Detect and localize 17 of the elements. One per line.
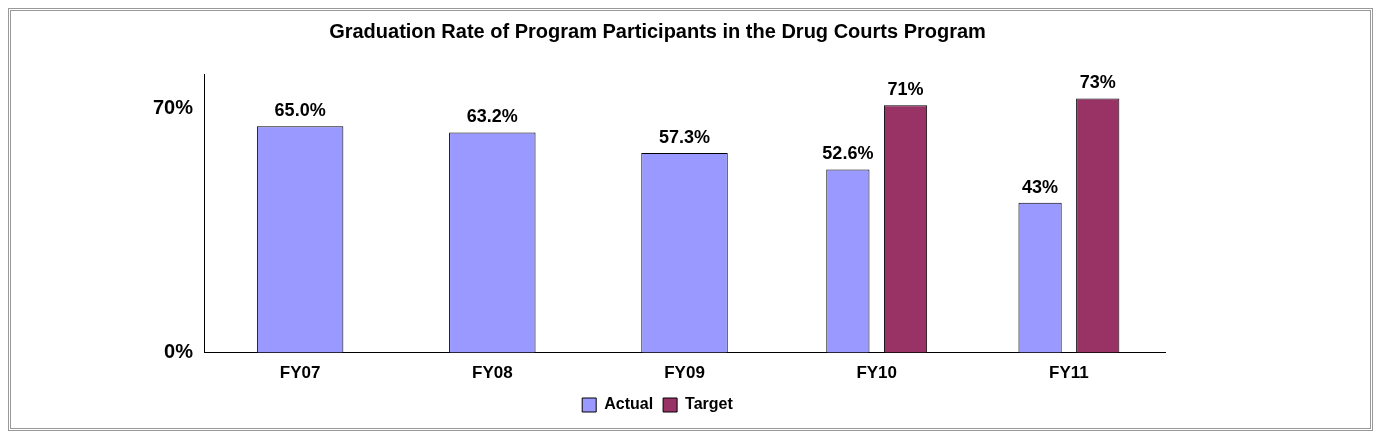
x-tick-label: FY10 xyxy=(856,363,898,383)
x-tick-label: FY09 xyxy=(664,363,705,383)
legend-label: Target xyxy=(685,395,734,413)
x-tick-label: FY11 xyxy=(1049,363,1089,383)
y-tick-label: 0% xyxy=(164,340,194,363)
legend-label: Actual xyxy=(604,395,654,413)
x-tick-label: FY08 xyxy=(472,363,513,383)
data-label: 43% xyxy=(1022,176,1059,197)
y-tick-label: 70% xyxy=(153,96,194,119)
x-tick-label: FY07 xyxy=(279,363,321,383)
data-label: 52.6% xyxy=(822,143,874,164)
data-label: 57.3% xyxy=(658,127,711,148)
data-label: 65.0% xyxy=(274,100,326,121)
chart-title: Graduation Rate of Program Participants in the Drug Courts Program xyxy=(329,19,986,42)
data-label: 73% xyxy=(1079,72,1116,93)
data-label: 63.2% xyxy=(466,106,518,127)
data-label: 71% xyxy=(887,79,924,100)
